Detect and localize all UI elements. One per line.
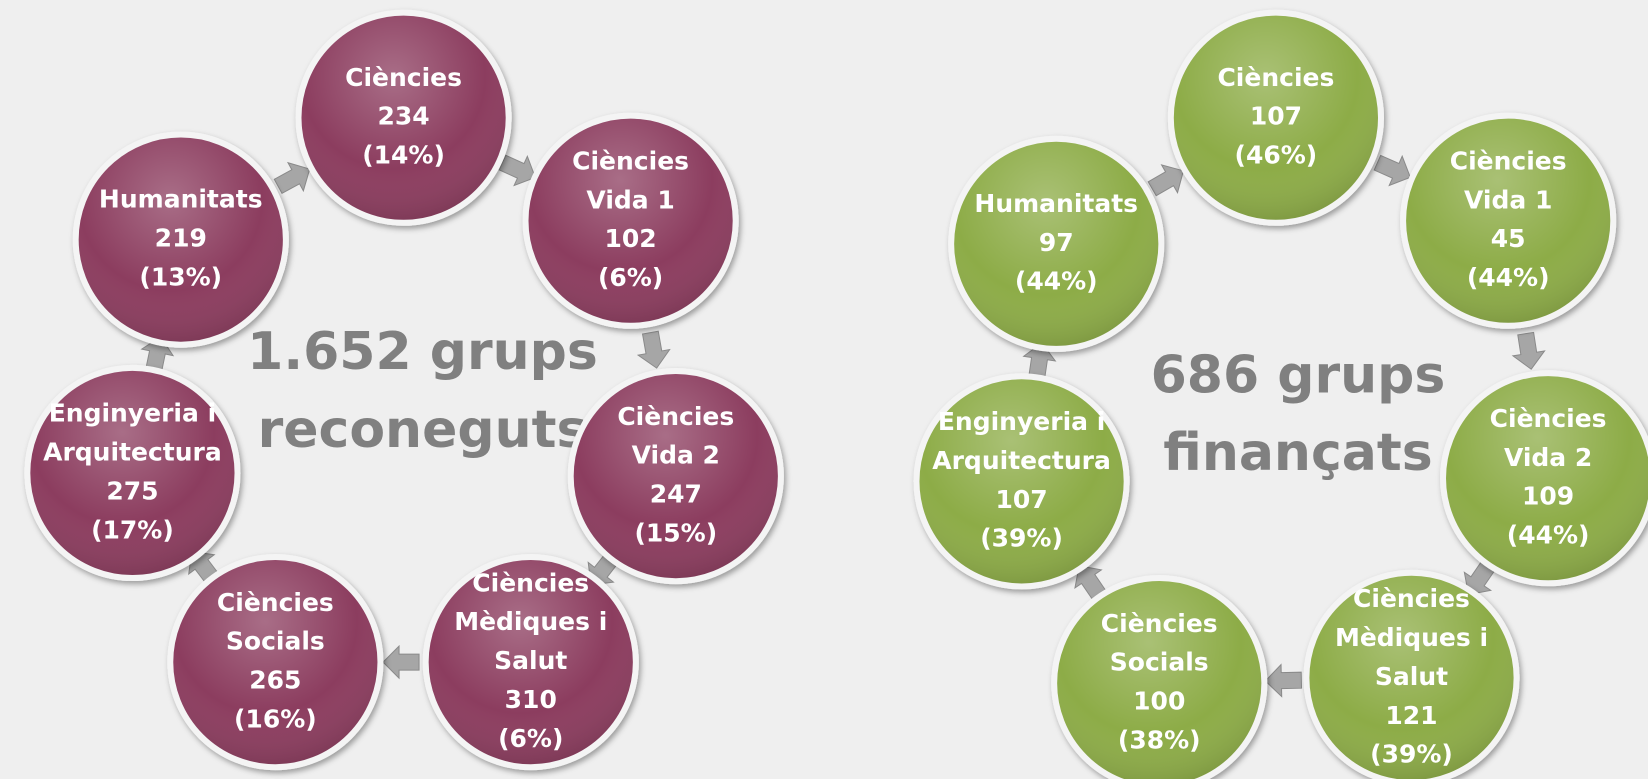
node-highlight (1406, 118, 1611, 323)
node-share: (38%) (1118, 725, 1201, 754)
node-label: Mèdiques i (454, 607, 607, 636)
node-value: 310 (505, 685, 557, 714)
node: Ciències Mèdiques i Salut 121 (39%) (1303, 569, 1520, 779)
node-label: Ciències (1450, 146, 1567, 175)
center-text: finançats (1163, 423, 1432, 483)
node-value: 107 (1250, 102, 1302, 131)
node-share: (17%) (91, 515, 174, 544)
node-highlight (301, 15, 506, 220)
node: Ciències 234 (14%) (295, 9, 512, 226)
node-label: Vida 2 (1504, 443, 1592, 472)
node-label: Ciències (1490, 404, 1607, 433)
node: Ciències Mèdiques i Salut 310 (6%) (422, 554, 639, 771)
node-value: 275 (106, 476, 158, 505)
node: Ciències 107 (46%) (1167, 9, 1385, 226)
node-highlight (573, 374, 778, 579)
node-value: 219 (155, 224, 207, 253)
node-highlight (1446, 376, 1648, 581)
node: Enginyeria i Arquitectura 107 (39%) (913, 373, 1130, 590)
node-value: 97 (1039, 228, 1074, 257)
arrow (1511, 331, 1546, 370)
node-highlight (30, 370, 235, 576)
node-value: 109 (1522, 482, 1574, 511)
node-value: 102 (605, 224, 657, 253)
arrow (1463, 559, 1497, 596)
node-label: Ciències (1217, 63, 1334, 92)
center-text: 686 grups (1151, 345, 1446, 405)
node-value: 107 (995, 485, 1047, 514)
node-value: 100 (1133, 687, 1185, 716)
center-text: reconeguts (258, 400, 588, 460)
node-highlight (78, 137, 283, 342)
node-label: Ciències (345, 63, 462, 92)
node-label: Ciències (472, 568, 589, 597)
node-highlight (1057, 581, 1262, 779)
node-value: 234 (377, 102, 429, 131)
arrow (636, 330, 671, 369)
node-share: (14%) (362, 141, 445, 170)
node-label: Ciències (1353, 584, 1470, 613)
node-value: 45 (1491, 224, 1526, 253)
node: Ciències Vida 1 45 (44%) (1400, 112, 1617, 329)
node-label: Ciències (1101, 609, 1218, 638)
node-highlight (1173, 15, 1379, 220)
node-label: Arquitectura (932, 446, 1111, 475)
node: Humanitats 97 (44%) (948, 135, 1165, 352)
node-label: Enginyeria i (938, 407, 1105, 436)
node: Ciències Socials 265 (16%) (167, 554, 384, 771)
node-label: Ciències (617, 402, 734, 431)
node-label: Socials (226, 627, 325, 656)
arrow (1264, 663, 1303, 698)
node-label: Humanitats (99, 185, 263, 214)
node-highlight (954, 141, 1159, 346)
arrow (498, 154, 536, 187)
node-label: Salut (494, 646, 567, 675)
node-label: Salut (1375, 662, 1448, 691)
node: Ciències Socials 100 (38%) (1051, 575, 1268, 779)
node-share: (6%) (598, 263, 663, 292)
arrow (1373, 154, 1411, 187)
node: Enginyeria i Arquitectura 275 (17%) (24, 364, 241, 582)
arrow (273, 161, 311, 195)
node-value: 265 (249, 666, 301, 695)
node-share: (39%) (1370, 740, 1453, 769)
node-highlight (428, 560, 633, 765)
node: Ciències Vida 1 102 (6%) (522, 112, 739, 329)
node-label: Vida 1 (1464, 185, 1552, 214)
node-label: Arquitectura (43, 438, 222, 467)
node-label: Mèdiques i (1335, 623, 1488, 652)
node-share: (15%) (634, 518, 717, 547)
node-value: 247 (650, 480, 702, 509)
node: Humanitats 219 (13%) (72, 131, 289, 348)
node-share: (44%) (1507, 521, 1590, 550)
node-label: Humanitats (974, 189, 1138, 218)
arrow (382, 644, 420, 680)
node-label: Vida 1 (586, 185, 674, 214)
node-label: Vida 2 (632, 441, 720, 470)
node-highlight (173, 560, 378, 765)
node-label: Socials (1110, 648, 1209, 677)
node-share: (39%) (980, 524, 1063, 553)
node-share: (16%) (234, 704, 317, 733)
node: Ciències Vida 2 109 (44%) (1440, 370, 1648, 587)
node-label: Ciències (217, 588, 334, 617)
node-highlight (919, 379, 1124, 584)
arrow (1147, 164, 1185, 197)
node: Ciències Vida 2 247 (15%) (567, 368, 784, 585)
node-label: Ciències (572, 146, 689, 175)
node-share: (13%) (139, 263, 222, 292)
center-text: 1.652 grups (247, 322, 598, 382)
node-share: (44%) (1467, 263, 1550, 292)
node-highlight (1309, 575, 1514, 779)
node-highlight (528, 118, 733, 323)
node-share: (6%) (498, 724, 563, 753)
node-label: Enginyeria i (49, 399, 216, 428)
arrow (1074, 565, 1107, 601)
node-value: 121 (1385, 701, 1437, 730)
node-share: (44%) (1015, 267, 1098, 296)
node-share: (46%) (1235, 141, 1318, 170)
